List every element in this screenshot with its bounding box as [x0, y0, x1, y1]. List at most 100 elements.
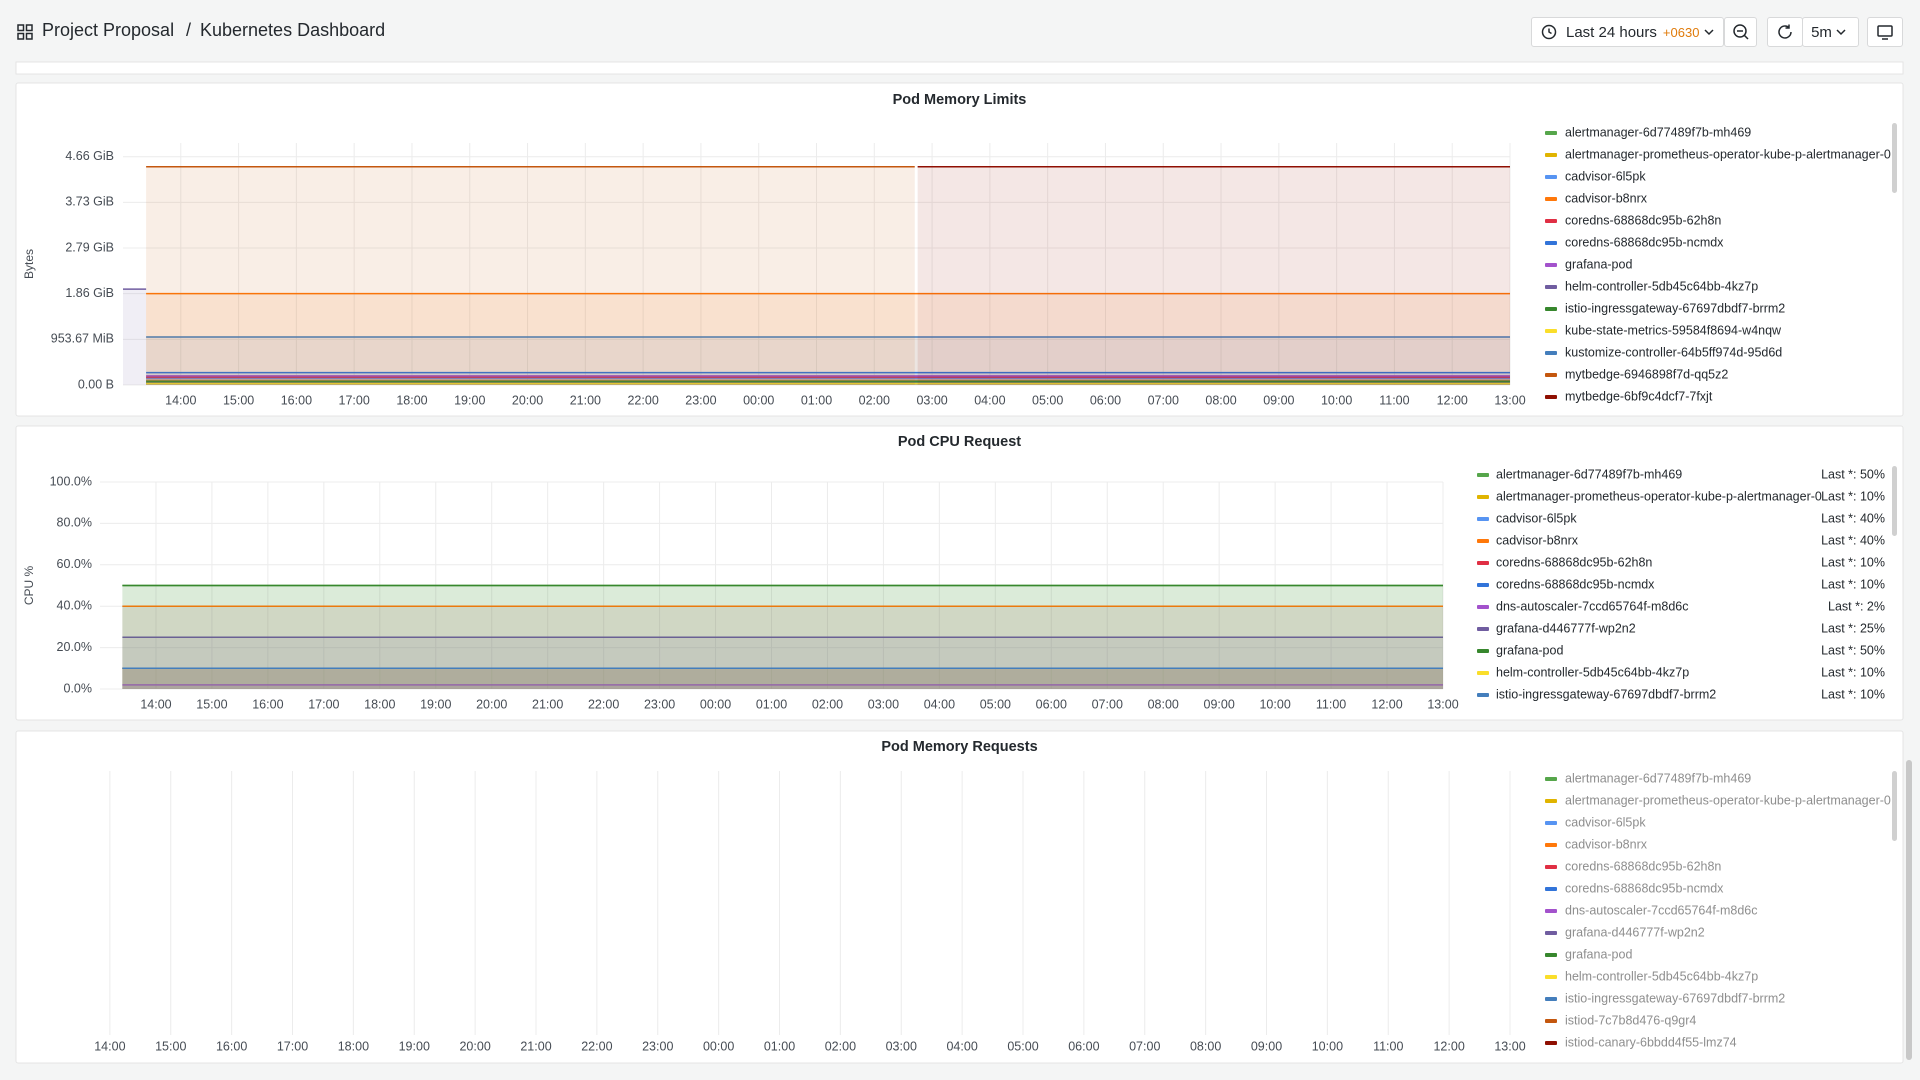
time-picker[interactable]: Last 24 hours +0630 [1531, 17, 1724, 47]
legend-label[interactable]: grafana-pod [1565, 947, 1632, 961]
legend-label[interactable]: grafana-pod [1496, 643, 1563, 657]
legend-label[interactable]: cadvisor-6l5pk [1565, 815, 1646, 829]
legend-label[interactable]: coredns-68868dc95b-62h8n [1496, 555, 1652, 569]
legend-last-value: Last *: 10% [1821, 555, 1885, 569]
x-tick-label: 11:00 [1316, 697, 1346, 711]
legend-swatch [1545, 865, 1557, 869]
legend-label[interactable]: alertmanager-6d77489f7b-mh469 [1565, 125, 1751, 139]
x-tick-label: 18:00 [364, 697, 395, 711]
legend-scrollbar[interactable] [1892, 123, 1897, 193]
legend-label[interactable]: grafana-d446777f-wp2n2 [1565, 925, 1705, 939]
y-tick-label: 2.79 GiB [65, 240, 114, 254]
series-area [146, 337, 1510, 385]
refresh-button[interactable] [1767, 17, 1803, 47]
x-tick-label: 20:00 [476, 697, 507, 711]
tv-mode[interactable] [1867, 17, 1903, 47]
refresh-interval[interactable]: 5m [1802, 17, 1859, 47]
series-area [122, 668, 1444, 689]
series-area [122, 668, 1444, 689]
x-tick-label: 18:00 [338, 1039, 369, 1053]
legend-label[interactable]: istio-ingressgateway-67697dbdf7-brrm2 [1565, 991, 1785, 1005]
legend-label[interactable]: coredns-68868dc95b-ncmdx [1565, 235, 1724, 249]
legend-label[interactable]: istiod-canary-6bbdd4f55-lmz74 [1565, 1035, 1737, 1049]
legend-label[interactable]: istio-ingressgateway-67697dbdf7-brrm2 [1565, 301, 1785, 315]
legend: alertmanager-6d77489f7b-mh469 alertmanage… [1545, 771, 1891, 1049]
separator: / [186, 20, 192, 40]
x-tick-label: 03:00 [868, 697, 899, 711]
legend-swatch [1545, 241, 1557, 245]
legend-label[interactable]: istiod-7c7b8d476-q9gr4 [1565, 1013, 1696, 1027]
legend-label[interactable]: alertmanager-prometheus-operator-kube-p-… [1496, 489, 1822, 503]
x-tick-label: 19:00 [399, 1039, 430, 1053]
x-tick-label: 22:00 [581, 1039, 612, 1053]
legend-label[interactable]: kustomize-controller-64b5ff974d-95d6d [1565, 345, 1782, 359]
page-scrollbar[interactable] [1906, 760, 1912, 1060]
legend-label[interactable]: coredns-68868dc95b-62h8n [1565, 859, 1721, 873]
legend-swatch [1545, 329, 1557, 333]
legend-swatch [1545, 887, 1557, 891]
dashboard-title[interactable]: Kubernetes Dashboard [200, 20, 386, 40]
legend-label[interactable]: cadvisor-b8nrx [1565, 837, 1648, 851]
panel: Pod CPU Request 14:00 15:00 16:00 17:00 18:00… [15, 425, 1904, 721]
legend-label[interactable]: grafana-d446777f-wp2n2 [1496, 621, 1636, 635]
x-tick-label: 14:00 [165, 393, 196, 407]
legend-label[interactable]: cadvisor-6l5pk [1496, 511, 1577, 525]
legend-label[interactable]: coredns-68868dc95b-ncmdx [1565, 881, 1724, 895]
legend-label[interactable]: dns-autoscaler-7ccd65764f-m8d6c [1496, 599, 1688, 613]
caret [1704, 29, 1714, 36]
legend: alertmanager-6d77489f7b-mh469 Last *: 50%… [1477, 467, 1885, 701]
legend-scrollbar[interactable] [1892, 466, 1897, 536]
legend-label[interactable]: kube-state-metrics-59584f8694-w4nqw [1565, 323, 1782, 337]
x-tick-label: 04:00 [946, 1039, 977, 1053]
x-tick-label: 13:00 [1494, 1039, 1525, 1053]
legend-label[interactable]: alertmanager-prometheus-operator-kube-p-… [1565, 147, 1891, 161]
folder-link[interactable]: Project Proposal [42, 20, 175, 40]
legend-label[interactable]: helm-controller-5db45c64bb-4kz7p [1565, 969, 1758, 983]
x-tick-label: 15:00 [223, 393, 254, 407]
y-tick-label: 1.86 GiB [65, 286, 114, 300]
x-tick-label: 20:00 [459, 1039, 490, 1053]
legend-swatch [1477, 605, 1489, 609]
panel-frame [15, 425, 1904, 721]
y-tick-label: 60.0% [57, 557, 92, 571]
legend-label[interactable]: alertmanager-6d77489f7b-mh469 [1496, 467, 1682, 481]
legend-label[interactable]: alertmanager-6d77489f7b-mh469 [1565, 771, 1751, 785]
legend-label[interactable]: helm-controller-5db45c64bb-4kz7p [1496, 665, 1689, 679]
legend-last-value: Last *: 40% [1821, 533, 1885, 547]
panel-title: Pod Memory Limits [893, 92, 1027, 108]
legend-last-value: Last *: 10% [1821, 489, 1885, 503]
legend-label[interactable]: mytbedge-6946898f7d-qq5z2 [1565, 367, 1728, 381]
zoom-out[interactable] [1724, 17, 1757, 47]
x-tick-label: 22:00 [588, 697, 619, 711]
legend-label[interactable]: istio-ingressgateway-67697dbdf7-brrm2 [1496, 687, 1716, 701]
legend-scrollbar[interactable] [1892, 771, 1897, 841]
x-tick-label: 13:00 [1427, 697, 1458, 711]
y-tick-label: 20.0% [57, 640, 92, 654]
x-tick-label: 09:00 [1251, 1039, 1282, 1053]
x-tick-label: 17:00 [277, 1039, 308, 1053]
y-tick-label: 953.67 MiB [51, 332, 114, 346]
y-tick-label: 0.0% [64, 681, 93, 695]
x-tick-label: 02:00 [859, 393, 890, 407]
previous-panel-edge [15, 61, 1904, 75]
y-axis-label: CPU % [22, 566, 36, 606]
legend-label[interactable]: alertmanager-prometheus-operator-kube-p-… [1565, 793, 1891, 807]
legend-swatch [1545, 285, 1557, 289]
legend-label[interactable]: coredns-68868dc95b-62h8n [1565, 213, 1721, 227]
apps-icon[interactable] [17, 24, 33, 40]
legend-label[interactable]: helm-controller-5db45c64bb-4kz7p [1565, 279, 1758, 293]
x-tick-label: 07:00 [1129, 1039, 1160, 1053]
x-tick-label: 20:00 [512, 393, 543, 407]
y-tick-label: 40.0% [57, 598, 92, 612]
legend-label[interactable]: cadvisor-6l5pk [1565, 169, 1646, 183]
legend-label[interactable]: cadvisor-b8nrx [1496, 533, 1579, 547]
legend-label[interactable]: cadvisor-b8nrx [1565, 191, 1648, 205]
legend-label[interactable]: dns-autoscaler-7ccd65764f-m8d6c [1565, 903, 1757, 917]
legend-label[interactable]: mytbedge-6bf9c4dcf7-7fxjt [1565, 389, 1713, 403]
legend-label[interactable]: coredns-68868dc95b-ncmdx [1496, 577, 1655, 591]
x-tick-label: 00:00 [743, 393, 774, 407]
series-area [146, 166, 915, 385]
legend-label[interactable]: grafana-pod [1565, 257, 1632, 271]
header: Project Proposal / Kubernetes Dashboard … [0, 0, 1920, 62]
